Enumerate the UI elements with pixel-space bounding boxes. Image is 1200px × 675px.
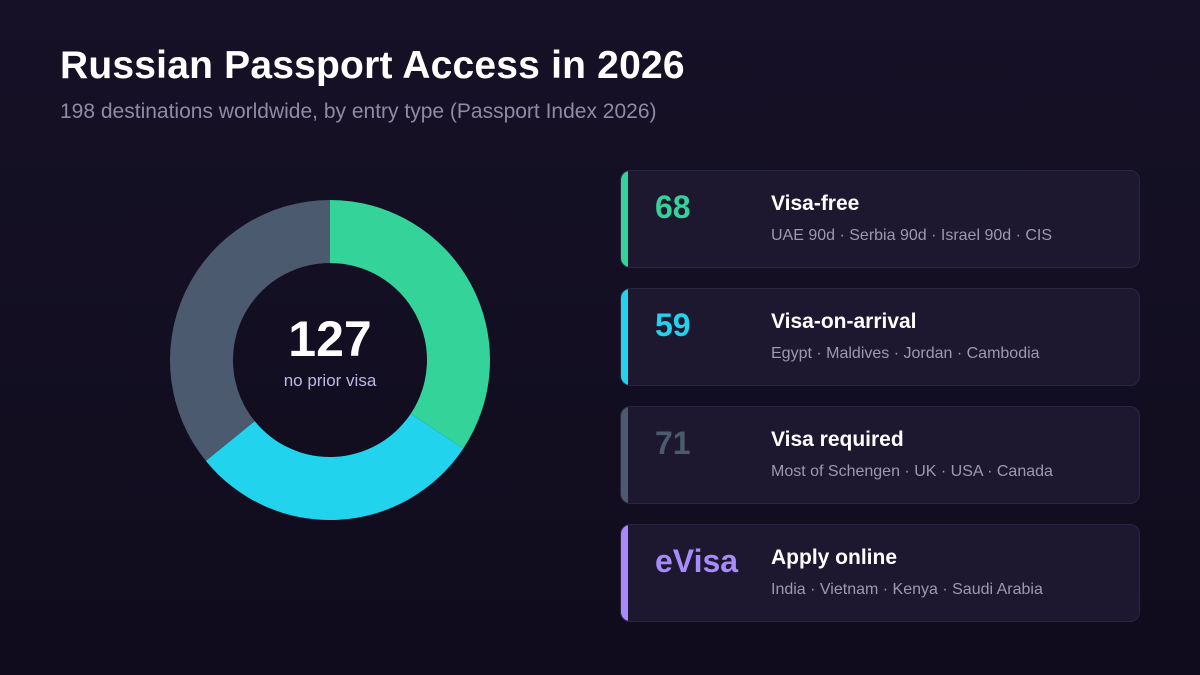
- donut-slice-visa-free: [330, 200, 490, 449]
- card-examples: Egypt · Maldives · Jordan · Cambodia: [771, 345, 1040, 362]
- card-visa-required: 71 Visa required Most of Schengen · UK ·…: [620, 406, 1140, 504]
- card-accent-bar: [621, 289, 628, 385]
- donut-svg: [170, 200, 490, 520]
- card-visa-free: 68 Visa-free UAE 90d · Serbia 90d · Isra…: [620, 170, 1140, 268]
- card-examples: UAE 90d · Serbia 90d · Israel 90d · CIS: [771, 227, 1053, 244]
- donut-slice-visa-on-arrival: [205, 413, 464, 520]
- card-value: 68: [655, 189, 691, 225]
- card-accent-bar: [621, 407, 628, 503]
- card-value: 71: [655, 425, 691, 461]
- card-title: Visa-free: [771, 192, 860, 215]
- donut-chart: 127 no prior visa: [170, 200, 490, 520]
- card-accent-bar: [621, 171, 628, 267]
- card-visa-on-arrival: 59 Visa-on-arrival Egypt · Maldives · Jo…: [620, 288, 1140, 386]
- card-value: eVisa: [655, 543, 739, 579]
- card-title: Visa required: [771, 428, 904, 451]
- card-title: Apply online: [771, 546, 897, 569]
- card-title: Visa-on-arrival: [771, 310, 917, 333]
- card-examples: India · Vietnam · Kenya · Saudi Arabia: [771, 581, 1043, 598]
- page-title: Russian Passport Access in 2026: [60, 44, 685, 87]
- card-value: 59: [655, 307, 691, 343]
- card-examples: Most of Schengen · UK · USA · Canada: [771, 463, 1053, 480]
- card-evisa: eVisa Apply online India · Vietnam · Ken…: [620, 524, 1140, 622]
- donut-center-value: 127: [288, 311, 372, 367]
- donut-slice-visa-required: [170, 200, 330, 461]
- page-subtitle: 198 destinations worldwide, by entry typ…: [60, 100, 657, 123]
- card-accent-bar: [621, 525, 628, 621]
- donut-center-label: no prior visa: [283, 371, 377, 390]
- entry-type-cards: 68 Visa-free UAE 90d · Serbia 90d · Isra…: [620, 170, 1140, 642]
